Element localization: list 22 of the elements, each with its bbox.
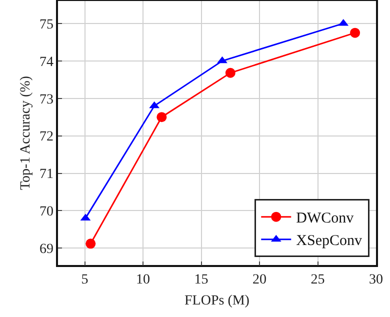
point <box>350 28 360 38</box>
y-tick-label: 71 <box>39 167 54 182</box>
y-tick-label: 74 <box>39 54 54 70</box>
point <box>217 56 228 64</box>
legend-label: DWConv <box>296 210 354 227</box>
x-tick-label: 15 <box>194 272 208 288</box>
point <box>156 112 167 122</box>
y-tick-label: 72 <box>39 130 54 145</box>
x-tick-label: 20 <box>252 272 267 288</box>
x-axis-title: FLOPs (M) <box>184 293 250 308</box>
x-tick-label: 10 <box>136 272 150 288</box>
x-tick-label: 30 <box>369 272 383 288</box>
x-tick-label: 5 <box>81 272 88 288</box>
y-tick-label: 75 <box>39 17 54 32</box>
point <box>225 68 236 78</box>
y-tick-label: 69 <box>39 242 54 258</box>
y-tick-label: 73 <box>39 92 54 108</box>
y-tick-label: 70 <box>39 204 54 220</box>
x-tick-label: 25 <box>310 272 325 288</box>
y-axis-title: Top-1 Accuracy (%) <box>18 76 34 190</box>
legend-label: XSepConv <box>296 233 362 250</box>
point <box>86 238 96 249</box>
